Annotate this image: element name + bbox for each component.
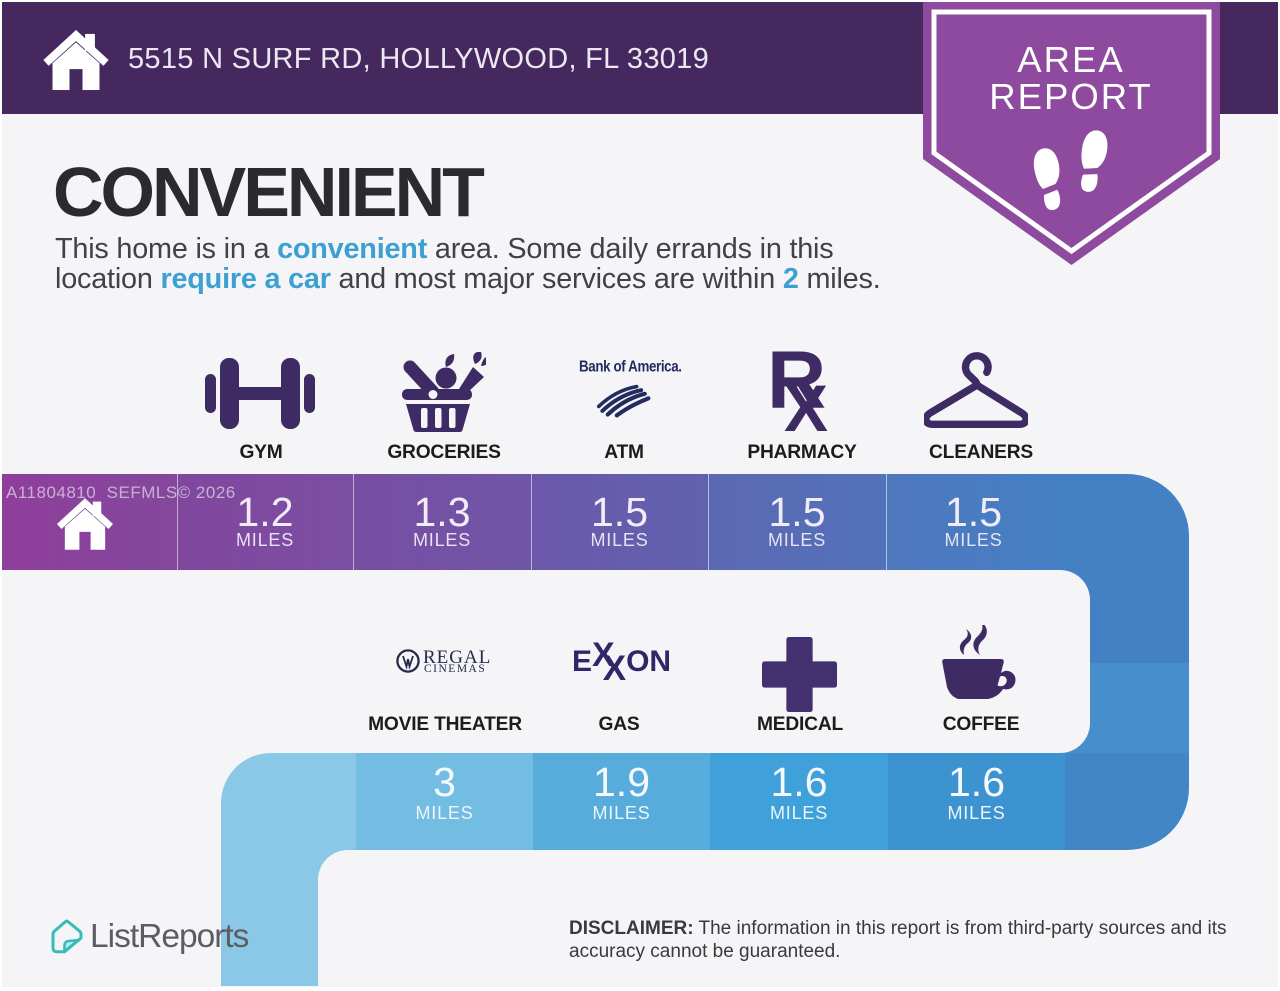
- svg-text:R: R: [767, 342, 826, 426]
- svg-text:X: X: [784, 371, 828, 437]
- svg-text:AREA: AREA: [1017, 39, 1124, 80]
- svg-text:REPORT: REPORT: [989, 76, 1152, 117]
